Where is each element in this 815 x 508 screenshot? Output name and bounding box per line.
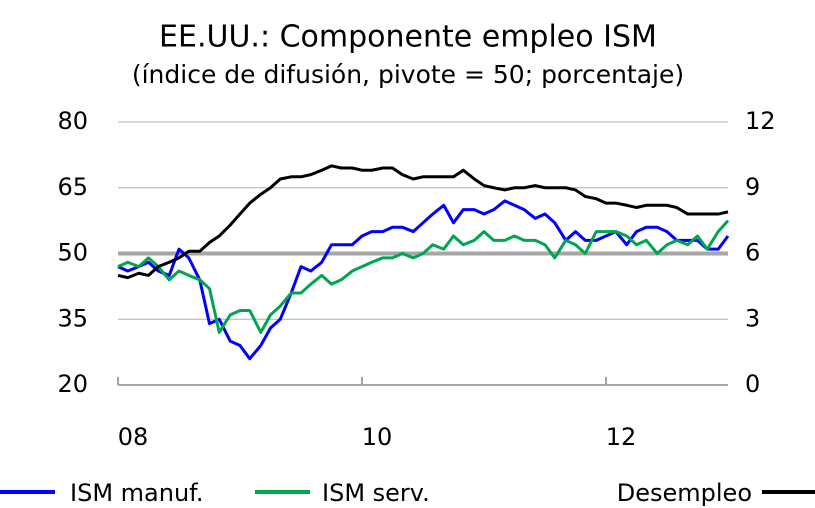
legend-label: Desempleo xyxy=(617,479,752,507)
y-tick-label: 35 xyxy=(57,304,88,332)
series-line xyxy=(117,219,730,334)
y-tick-label: 65 xyxy=(57,173,88,201)
y2-tick-label: 12 xyxy=(745,107,776,135)
y2-tick-label: 9 xyxy=(745,173,760,201)
y-tick-label: 50 xyxy=(57,239,88,267)
legend: ISM manuf. ISM serv. Desempleo xyxy=(0,479,815,507)
legend-label: ISM serv. xyxy=(322,479,430,507)
x-tick-label: 08 xyxy=(118,423,149,451)
y2-tick-label: 3 xyxy=(745,304,760,332)
legend-label: ISM manuf. xyxy=(70,479,204,507)
y2-tick-label: 6 xyxy=(745,239,760,267)
chart-subtitle: (índice de difusión, pivote = 50; porcen… xyxy=(132,60,684,89)
series-line xyxy=(117,199,730,361)
y-tick-label: 20 xyxy=(57,370,88,398)
x-tick-label: 12 xyxy=(606,423,637,451)
y-tick-label: 80 xyxy=(57,107,88,135)
chart-title: EE.UU.: Componente empleo ISM xyxy=(159,20,657,55)
y2-tick-label: 0 xyxy=(745,370,760,398)
series-line xyxy=(117,164,729,280)
x-tick-label: 10 xyxy=(362,423,393,451)
